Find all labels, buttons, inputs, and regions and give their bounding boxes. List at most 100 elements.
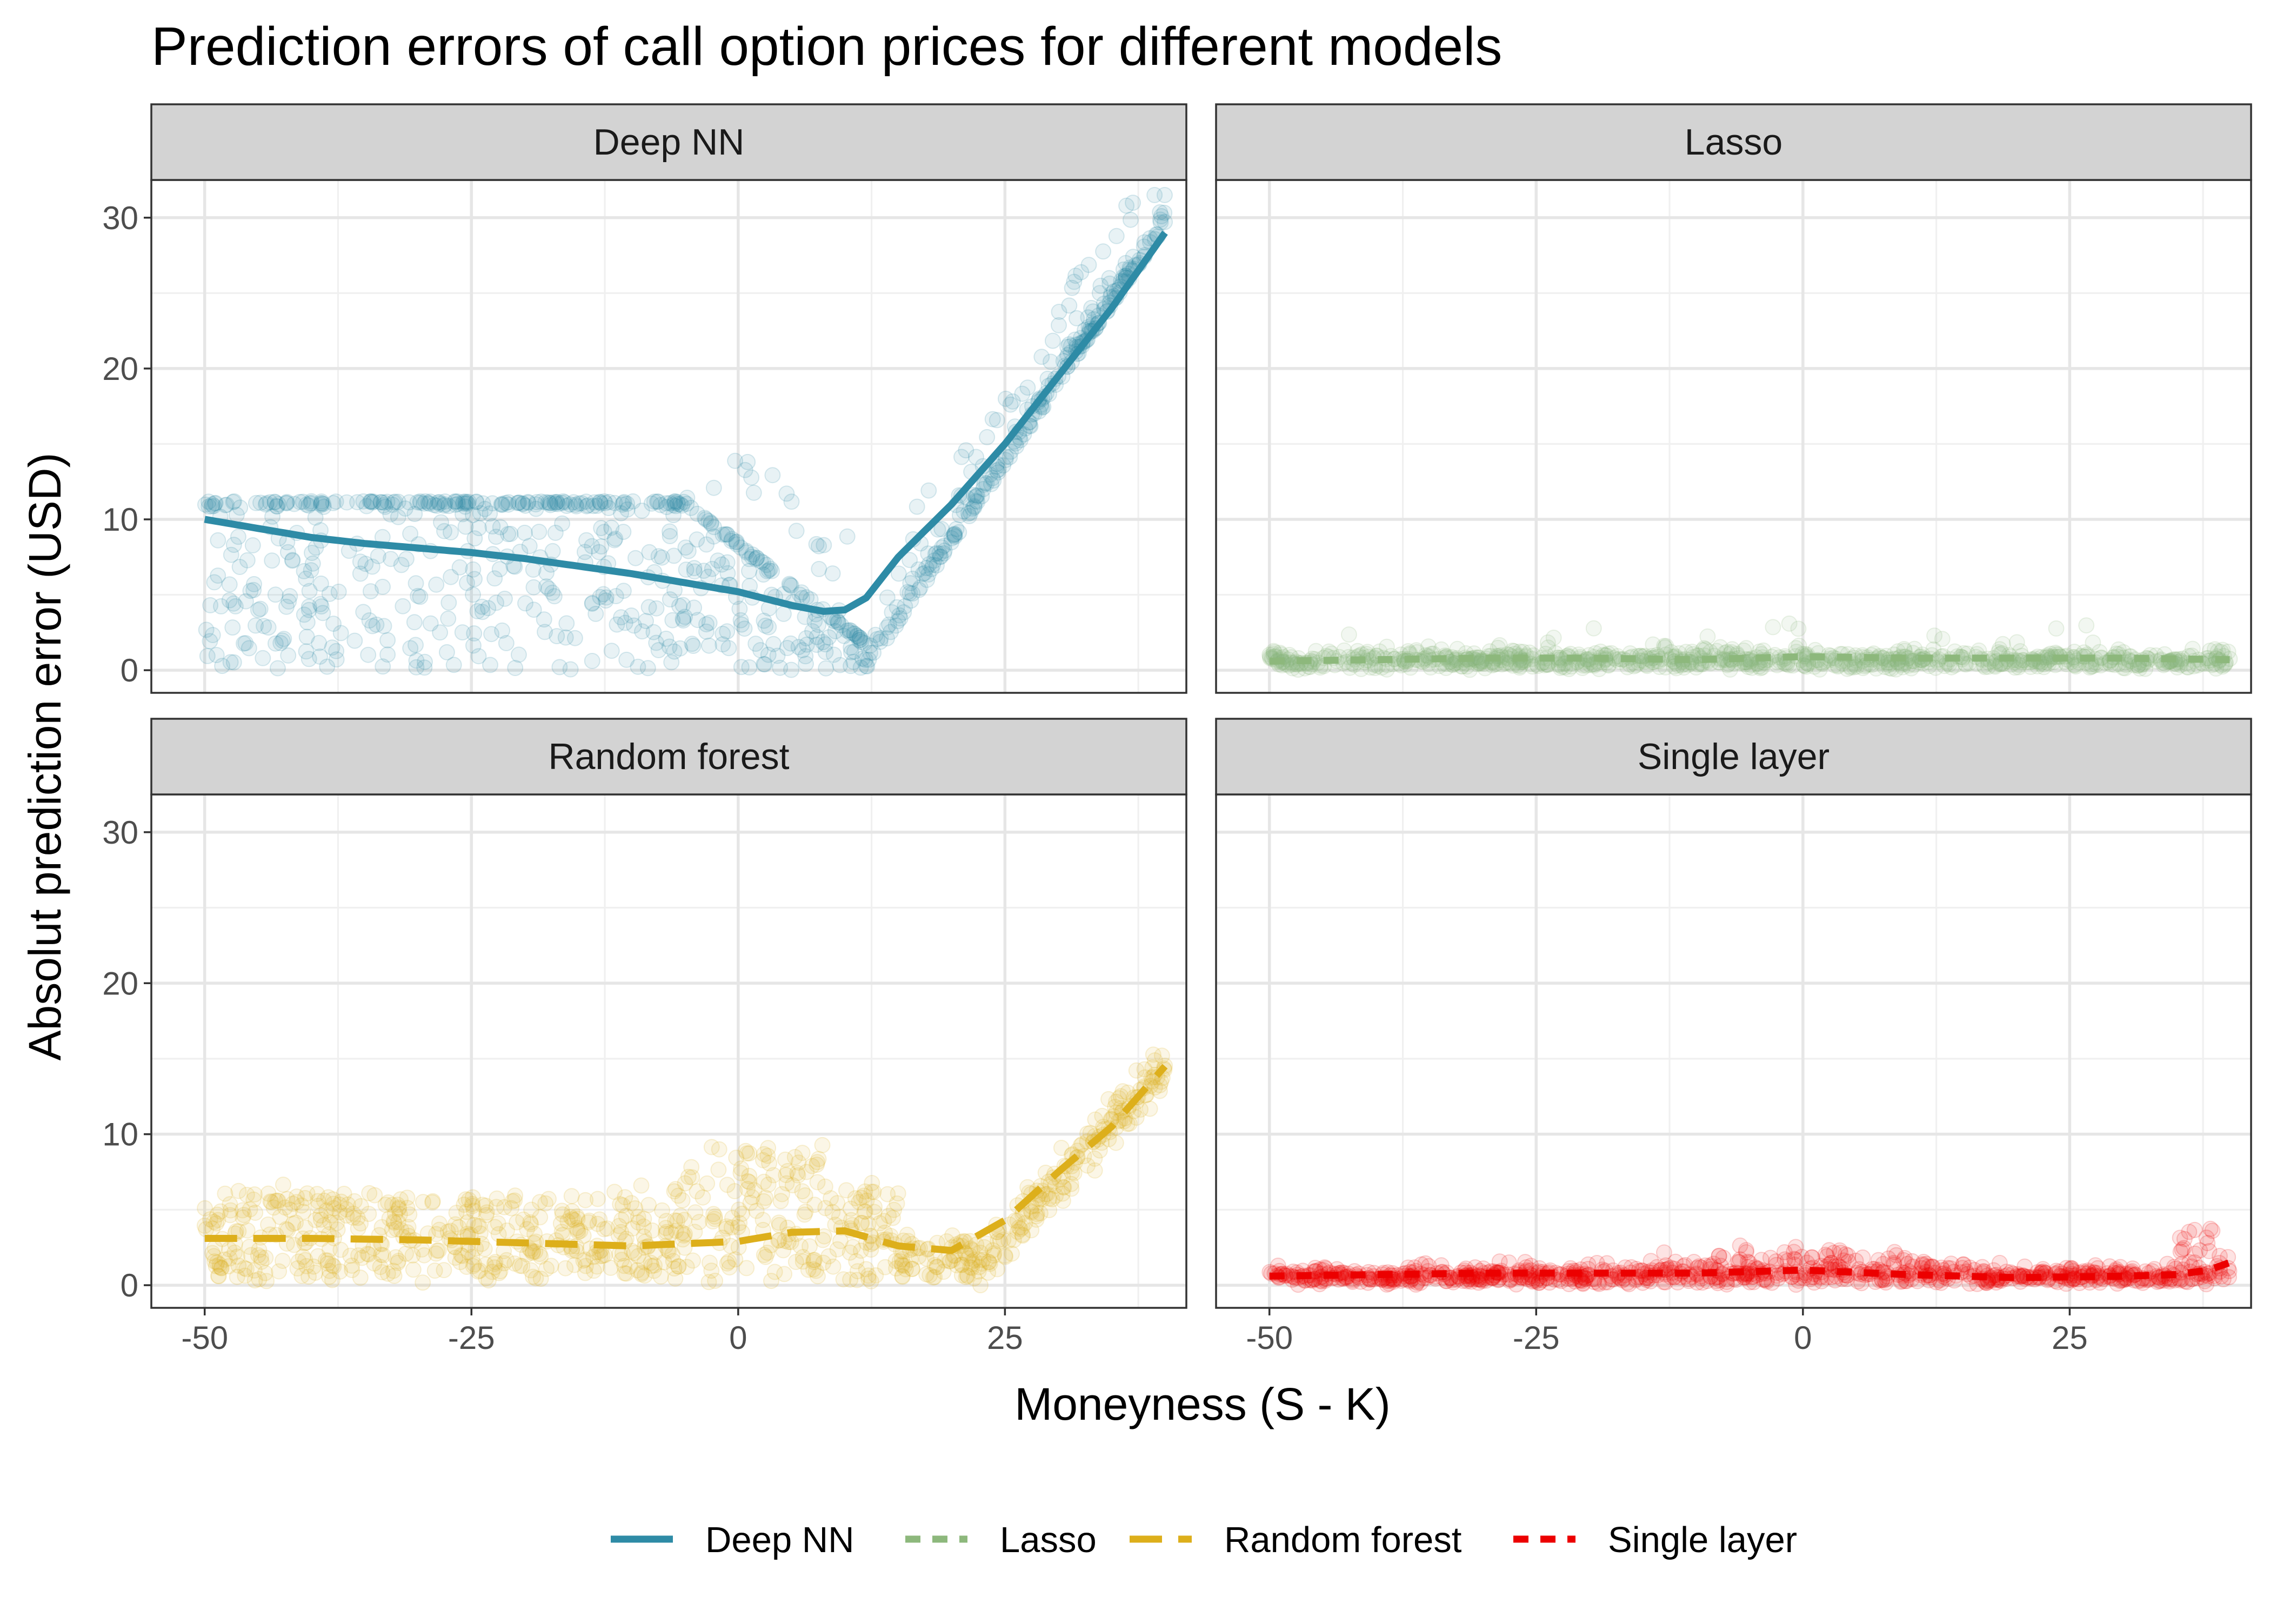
scatter-point: [321, 1262, 338, 1279]
scatter-point: [609, 616, 625, 633]
scatter-point: [557, 629, 574, 646]
scatter-point: [496, 590, 513, 607]
legend-label: Deep NN: [705, 1520, 854, 1560]
scatter-point: [298, 570, 315, 587]
scatter-point: [862, 645, 878, 661]
scatter-point: [667, 1270, 684, 1287]
scatter-point: [1043, 353, 1059, 370]
scatter-point: [319, 658, 336, 675]
scatter-point: [1779, 1253, 1796, 1269]
scatter-point: [447, 497, 464, 513]
scatter-point: [408, 659, 425, 676]
scatter-point: [615, 524, 632, 540]
scatter-point: [946, 529, 963, 545]
scatter-point: [301, 651, 317, 667]
scatter-point: [757, 617, 774, 634]
scatter-point: [402, 525, 419, 542]
scatter-point: [290, 1253, 307, 1270]
scatter-point: [237, 635, 254, 651]
scatter-point: [1044, 332, 1061, 349]
scatter-point: [1715, 1249, 1732, 1266]
scatter-point: [845, 1239, 861, 1255]
scatter-point: [835, 1271, 852, 1288]
scatter-point: [520, 494, 537, 511]
scatter-point: [680, 543, 697, 559]
y-tick-label: 0: [121, 652, 138, 689]
scatter-point: [793, 584, 810, 601]
scatter-point: [509, 1214, 525, 1231]
scatter-point: [967, 489, 984, 505]
scatter-point: [480, 600, 497, 617]
scatter-point: [705, 1213, 721, 1229]
scatter-point: [222, 1196, 238, 1213]
scatter-point: [862, 637, 879, 654]
scatter-point: [538, 578, 555, 595]
scatter-point: [329, 1221, 346, 1238]
scatter-point: [1019, 379, 1036, 396]
scatter-point: [597, 592, 614, 609]
scatter-point: [206, 574, 223, 591]
scatter-point: [591, 494, 608, 511]
scatter-point: [1095, 243, 1112, 260]
scatter-point: [449, 493, 466, 510]
scatter-point: [379, 646, 396, 663]
scatter-point: [390, 509, 406, 525]
scatter-point: [780, 1234, 797, 1251]
scatter-point: [1153, 208, 1170, 224]
scatter-point: [543, 1258, 559, 1274]
scatter-point: [710, 1161, 727, 1178]
scatter-point: [440, 610, 457, 627]
scatter-point: [771, 1214, 787, 1231]
scatter-point: [269, 660, 286, 677]
scatter-point: [788, 523, 805, 539]
scatter-point: [1699, 628, 1716, 645]
scatter-point: [537, 624, 553, 640]
scatter-point: [1136, 1061, 1153, 1078]
scatter-point: [553, 494, 570, 511]
scatter-point: [486, 570, 503, 587]
scatter-point: [849, 627, 865, 644]
scatter-point: [860, 651, 877, 668]
scatter-point: [301, 602, 317, 618]
scatter-point: [678, 496, 695, 512]
scatter-point: [2035, 659, 2052, 676]
scatter-point: [457, 495, 474, 512]
scatter-point: [798, 636, 815, 653]
scatter-point: [881, 616, 897, 633]
scatter-point: [466, 625, 483, 641]
scatter-point: [252, 600, 269, 617]
scatter-point: [607, 530, 624, 547]
scatter-point: [796, 1206, 813, 1223]
scatter-point: [1051, 317, 1067, 333]
scatter-point: [544, 543, 561, 559]
scatter-point: [540, 580, 557, 597]
scatter-point: [715, 636, 731, 653]
scatter-point: [1094, 1107, 1111, 1124]
scatter-point: [929, 557, 945, 574]
scatter-point: [402, 640, 419, 657]
scatter-point: [251, 1271, 268, 1287]
scatter-point: [1152, 204, 1169, 220]
scatter-point: [857, 651, 874, 668]
scatter-point: [810, 617, 827, 633]
scatter-point: [769, 647, 786, 664]
scatter-point: [422, 615, 439, 632]
scatter-point: [255, 650, 271, 666]
scatter-point: [587, 605, 604, 622]
scatter-point: [2214, 641, 2231, 658]
scatter-point: [468, 493, 485, 510]
scatter-point: [877, 1224, 893, 1241]
scatter-point: [843, 644, 859, 660]
scatter-point: [968, 449, 984, 465]
scatter-point: [703, 516, 719, 532]
scatter-point: [365, 493, 382, 510]
scatter-point: [299, 614, 316, 631]
scatter-point: [432, 624, 449, 641]
scatter-point: [248, 494, 264, 511]
scatter-point: [809, 1154, 826, 1171]
scatter-point: [761, 1155, 778, 1172]
scatter-point: [399, 1200, 416, 1217]
scatter-point: [225, 537, 242, 553]
scatter-point: [899, 584, 916, 600]
